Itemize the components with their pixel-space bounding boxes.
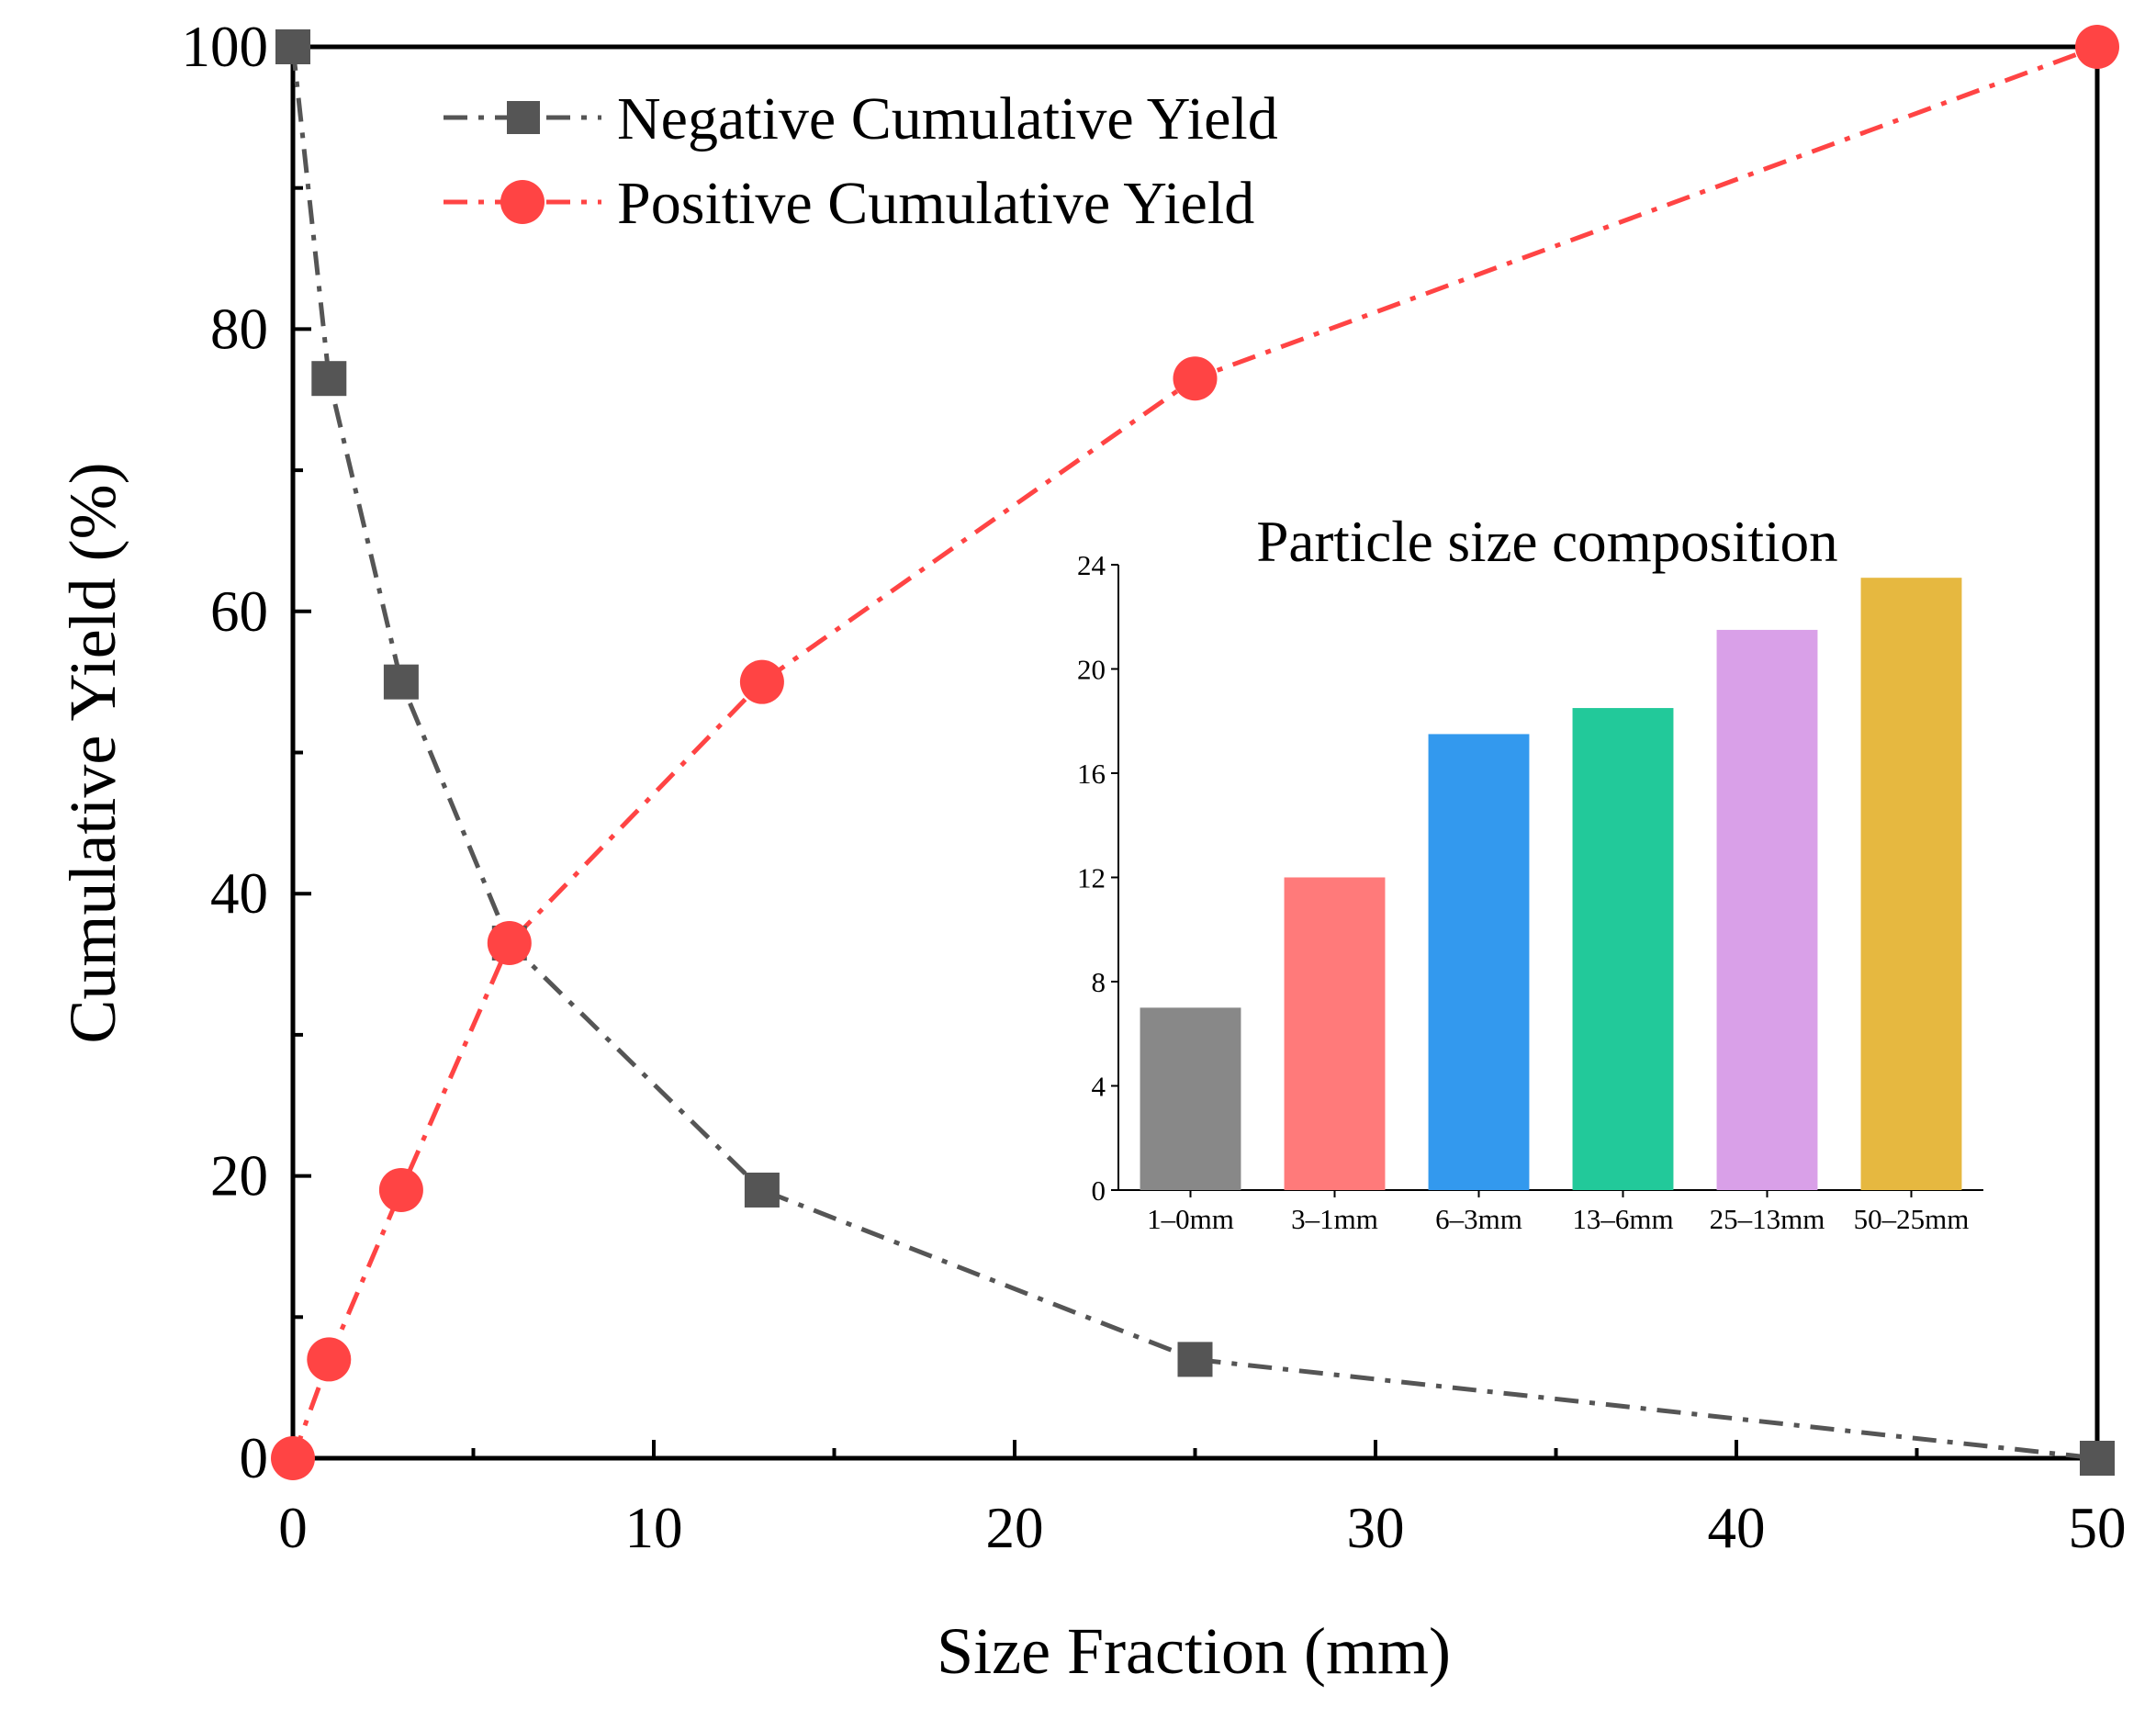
inset-x-tick-label: 13–6mm [1572,1203,1673,1235]
legend-negative-marker [507,101,540,134]
inset-bar [1140,1007,1241,1190]
inset-bar [1428,734,1530,1190]
inset-y-tick-label: 0 [1092,1174,1106,1207]
x-tick-label: 40 [1708,1496,1766,1560]
y-tick-label: 100 [182,15,269,79]
x-tick-label: 30 [1347,1496,1405,1560]
inset-ticks: 1–0mm 3–1mm 6–3mm 13–6mm 25–13mm 50–25mm 0 4 8 12… [1077,549,1969,1235]
inset-bar-chart: Particle size composition 1–0mm 3–1mm 6–3m… [1077,510,1983,1235]
inset-x-tick-label: 3–1mm [1291,1203,1378,1235]
inset-y-tick-label: 24 [1077,549,1106,581]
inset-bar [1860,578,1962,1190]
inset-x-tick-label: 1–0mm [1147,1203,1234,1235]
inset-bars [1140,578,1962,1190]
inset-x-tick-label: 25–13mm [1710,1203,1825,1235]
legend: Negative Cumulative Yield Positive Cumul… [444,85,1278,237]
positive-point [378,1167,423,1212]
inset-y-tick-label: 12 [1077,862,1106,894]
x-tick-label: 20 [986,1496,1044,1560]
legend-negative-label: Negative Cumulative Yield [617,85,1278,152]
y-tick-label: 40 [210,861,268,926]
negative-point [2080,1441,2115,1476]
x-tick-label: 50 [2069,1496,2127,1560]
positive-point [2075,25,2119,69]
inset-y-tick-label: 16 [1077,758,1106,790]
y-tick-label: 20 [210,1144,268,1208]
positive-point [307,1337,352,1382]
x-tick-label: 0 [278,1496,308,1560]
inset-bar [1284,877,1386,1190]
inset-bar [1572,708,1674,1190]
inset-x-tick-label: 6–3mm [1435,1203,1522,1235]
x-axis-title: Size Fraction (mm) [937,1614,1451,1688]
y-tick-label: 0 [240,1426,269,1490]
negative-point [311,361,347,397]
inset-y-tick-label: 4 [1092,1071,1106,1103]
legend-positive-label: Positive Cumulative Yield [617,170,1254,237]
positive-point [1173,356,1218,401]
positive-point [739,659,784,704]
legend-positive-marker [500,180,545,224]
negative-point [1177,1342,1213,1377]
inset-title: Particle size composition [1256,510,1837,574]
inset-x-tick-label: 50–25mm [1854,1203,1970,1235]
negative-point [383,664,419,700]
inset-bar [1716,629,1818,1190]
positive-point [487,920,532,965]
inset-y-tick-label: 8 [1092,966,1106,998]
negative-point [275,29,310,64]
y-tick-label: 60 [210,579,268,644]
inset-y-tick-label: 20 [1077,654,1106,686]
y-axis-title: Cumulative Yield (%) [56,462,129,1043]
x-tick-label: 10 [625,1496,683,1560]
main-series-markers [271,25,2119,1480]
y-tick-label: 80 [210,297,268,361]
negative-point [744,1172,780,1208]
positive-point [271,1436,315,1480]
